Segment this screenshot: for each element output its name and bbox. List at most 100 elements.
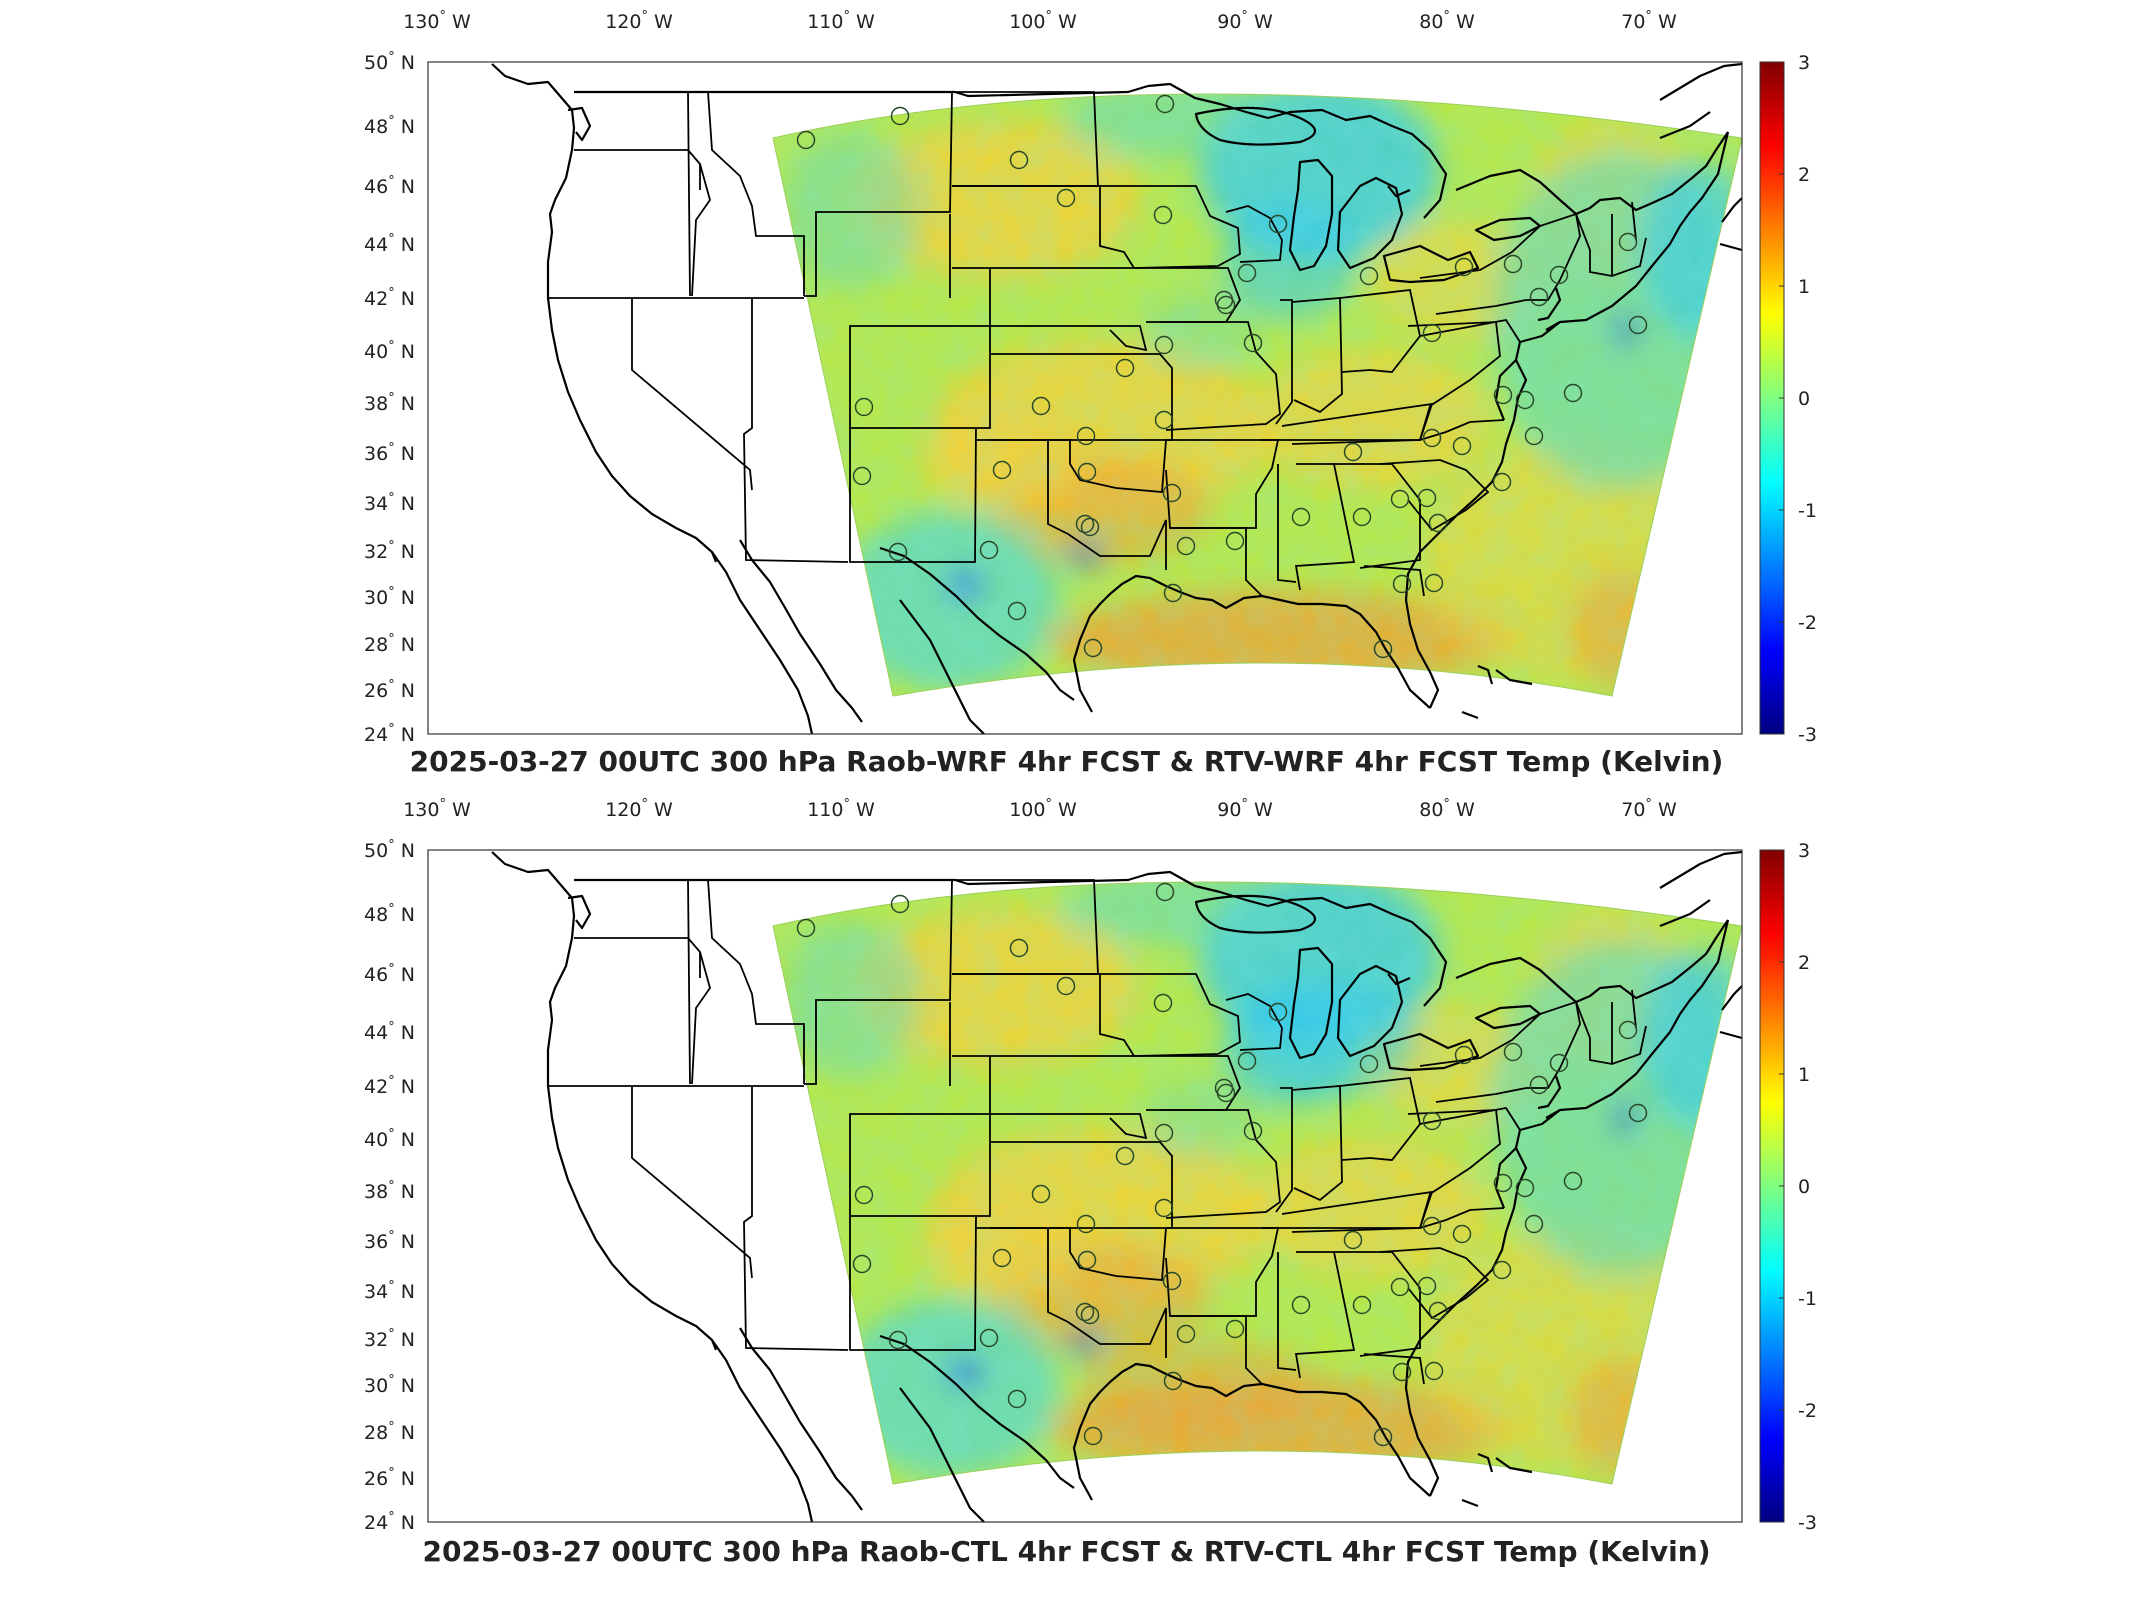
station-marker: [888, 1330, 908, 1350]
station-marker: [1153, 993, 1173, 1013]
colorbar-tick-label: 0: [1798, 388, 1810, 410]
station-marker: [1056, 188, 1076, 208]
latitude-label: 42° N: [364, 286, 415, 310]
station-marker: [796, 918, 816, 938]
station-marker: [1422, 323, 1442, 343]
longitude-label: 90° W: [1217, 797, 1273, 821]
panel-title-top: 2025-03-27 00UTC 300 hPa Raob-WRF 4hr FC…: [409, 745, 1724, 778]
station-marker: [1031, 1184, 1051, 1204]
station-marker: [1080, 517, 1100, 537]
station-marker: [1493, 385, 1513, 405]
station-marker: [1529, 287, 1549, 307]
station-marker: [1237, 1051, 1257, 1071]
colorbar-tick-label: -3: [1798, 1512, 1817, 1534]
station-marker: [1503, 1042, 1523, 1062]
station-marker: [1343, 1230, 1363, 1250]
station-marker: [1503, 254, 1523, 274]
latitude-label: 32° N: [364, 539, 415, 563]
station-marker: [1243, 333, 1263, 353]
station-marker: [1243, 1121, 1263, 1141]
latitude-label: 48° N: [364, 114, 415, 138]
latitude-label: 48° N: [364, 902, 415, 926]
longitude-label: 110° W: [807, 797, 875, 821]
raob-stations: [796, 94, 1648, 659]
station-marker: [1628, 1103, 1648, 1123]
station-marker: [1076, 426, 1096, 446]
station-marker: [1115, 1146, 1135, 1166]
station-marker: [890, 894, 910, 914]
latitude-label: 26° N: [364, 1466, 415, 1490]
station-marker: [854, 1185, 874, 1205]
station-marker: [888, 542, 908, 562]
station-marker: [1424, 1361, 1444, 1381]
station-marker: [1373, 1427, 1393, 1447]
station-marker: [1268, 214, 1288, 234]
latitude-label: 40° N: [364, 339, 415, 363]
colorbar-tick-label: -3: [1798, 724, 1817, 746]
station-marker: [1268, 1002, 1288, 1022]
latitude-label: 34° N: [364, 1279, 415, 1303]
station-marker: [1422, 1111, 1442, 1131]
longitude-labels: 130° W 120° W 110° W 100° W 90° W 80° W 70° W: [403, 797, 1677, 821]
longitude-label: 130° W: [403, 9, 471, 33]
latitude-label: 40° N: [364, 1127, 415, 1151]
latitude-label: 34° N: [364, 491, 415, 515]
station-marker: [992, 460, 1012, 480]
station-marker: [1352, 507, 1372, 527]
station-marker: [1515, 1178, 1535, 1198]
colorbar-tick-label: 3: [1798, 840, 1810, 862]
longitude-label: 100° W: [1009, 9, 1077, 33]
station-marker: [1452, 436, 1472, 456]
station-marker: [1422, 428, 1442, 448]
station-marker: [1225, 531, 1245, 551]
station-marker: [1549, 1053, 1569, 1073]
station-marker: [1563, 383, 1583, 403]
station-marker: [979, 1328, 999, 1348]
latitude-label: 44° N: [364, 1020, 415, 1044]
latitude-labels: 50° N 48° N 46° N 44° N 42° N 40° N 38° N 36° N…: [364, 838, 415, 1534]
station-marker: [1162, 483, 1182, 503]
station-marker: [1214, 1078, 1234, 1098]
station-marker: [1359, 1054, 1379, 1074]
station-marker: [1155, 882, 1175, 902]
station-marker: [1163, 1371, 1183, 1391]
station-marker: [1154, 410, 1174, 430]
latitude-label: 46° N: [364, 962, 415, 986]
station-marker: [1083, 1426, 1103, 1446]
colorbar-tick-label: 0: [1798, 1176, 1810, 1198]
colorbar-tick-label: 2: [1798, 164, 1810, 186]
station-marker: [854, 397, 874, 417]
panel-bottom: 130° W 120° W 110° W 100° W 90° W 80° W 70° W 5…: [0, 788, 2133, 1588]
colorbar: 3 2 1 0 -1 -2 -3: [1759, 840, 1817, 1534]
map-top: 130° W 120° W 110° W 100° W 90° W 80° W 70° W 5…: [364, 9, 1817, 746]
station-marker: [1493, 1173, 1513, 1193]
station-marker: [1492, 472, 1512, 492]
station-marker: [852, 466, 872, 486]
station-marker: [1077, 462, 1097, 482]
latitude-label: 28° N: [364, 632, 415, 656]
station-marker: [1077, 1250, 1097, 1270]
station-marker: [1176, 536, 1196, 556]
longitude-label: 80° W: [1419, 797, 1475, 821]
station-marker: [1352, 1295, 1372, 1315]
station-marker: [1424, 573, 1444, 593]
temperature-difference-field: [773, 94, 1742, 696]
latitude-label: 30° N: [364, 1373, 415, 1397]
colorbar-tick-label: -1: [1798, 500, 1817, 522]
colorbar: 3 2 1 0 -1 -2 -3: [1759, 52, 1817, 746]
station-marker: [1392, 1362, 1412, 1382]
station-marker: [1075, 514, 1095, 534]
station-marker: [1618, 1020, 1638, 1040]
station-marker: [1392, 574, 1412, 594]
station-marker: [1549, 265, 1569, 285]
station-marker: [1452, 1224, 1472, 1244]
colorbar-tick-label: 3: [1798, 52, 1810, 74]
longitude-label: 70° W: [1621, 9, 1677, 33]
station-marker: [1153, 205, 1173, 225]
station-marker: [1417, 1276, 1437, 1296]
latitude-label: 44° N: [364, 232, 415, 256]
latitude-label: 36° N: [364, 1229, 415, 1253]
station-marker: [1009, 150, 1029, 170]
colorbar-tick-label: 2: [1798, 952, 1810, 974]
latitude-label: 24° N: [364, 722, 415, 746]
